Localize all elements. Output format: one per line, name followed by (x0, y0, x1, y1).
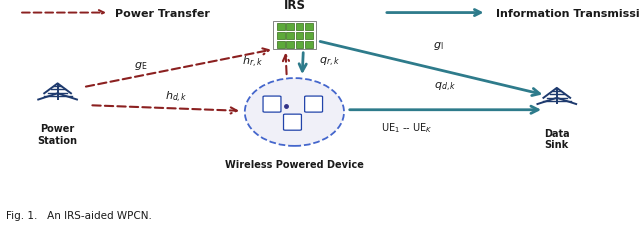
Text: $q_{d,k}$: $q_{d,k}$ (434, 80, 457, 93)
Bar (277, 24, 285, 31)
Text: Wireless Powered Device: Wireless Powered Device (225, 160, 364, 170)
Text: $g_\mathsf{E}$: $g_\mathsf{E}$ (134, 60, 147, 72)
Text: $q_{r,k}$: $q_{r,k}$ (319, 55, 340, 68)
Bar (287, 33, 294, 40)
Text: $h_{d,k}$: $h_{d,k}$ (164, 90, 188, 105)
Text: Power Transfer: Power Transfer (115, 9, 210, 18)
Bar (287, 41, 294, 49)
Text: Power
Station: Power Station (38, 124, 77, 145)
Text: UE$_1$ -- UE$_K$: UE$_1$ -- UE$_K$ (381, 120, 433, 134)
Text: $h_{r,k}$: $h_{r,k}$ (243, 54, 263, 69)
Bar (305, 24, 312, 31)
Text: IRS: IRS (284, 0, 305, 12)
FancyBboxPatch shape (305, 97, 323, 112)
Ellipse shape (245, 79, 344, 146)
Bar (287, 24, 294, 31)
Bar (277, 41, 285, 49)
FancyBboxPatch shape (263, 97, 281, 112)
Text: Data
Sink: Data Sink (544, 128, 570, 150)
Bar (305, 41, 312, 49)
Bar (296, 41, 303, 49)
Text: $g_\mathsf{I}$: $g_\mathsf{I}$ (433, 40, 444, 52)
Bar (305, 33, 312, 40)
Text: Fig. 1.   An IRS-aided WPCN.: Fig. 1. An IRS-aided WPCN. (6, 211, 152, 220)
Bar (296, 33, 303, 40)
FancyBboxPatch shape (284, 115, 301, 130)
Bar (296, 24, 303, 31)
Text: Information Transmission: Information Transmission (496, 9, 640, 18)
Bar (277, 33, 285, 40)
